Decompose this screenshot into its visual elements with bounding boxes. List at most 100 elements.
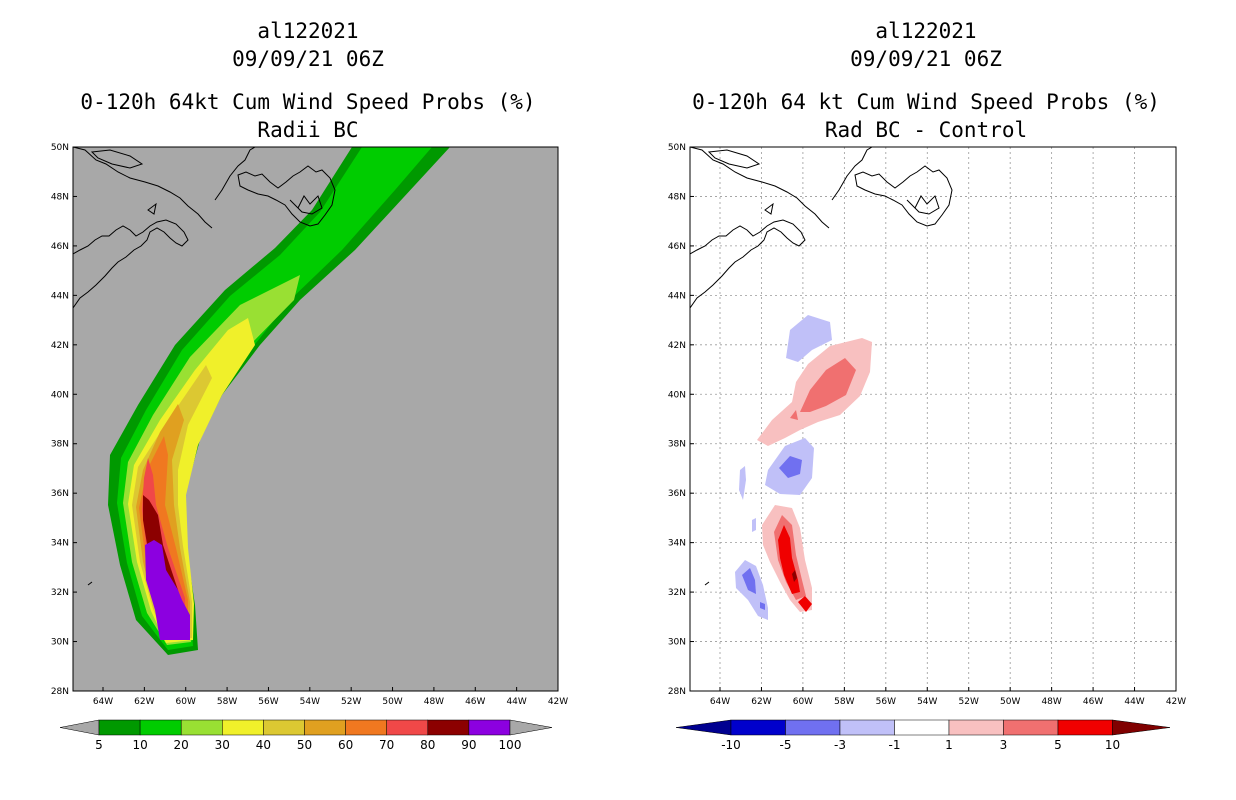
left-title: 0-120h 64kt Cum Wind Speed Probs (%) [80, 90, 535, 114]
left-map-frame [72, 146, 559, 692]
lat-label: 30N [668, 638, 686, 648]
colorbar-label: 70 [379, 738, 394, 752]
colorbar-swatch [1003, 719, 1059, 736]
colorbar-label: -10 [721, 738, 741, 752]
diff-negative-core [779, 456, 802, 478]
diff-positive-core [800, 358, 856, 412]
colorbar-swatch [785, 719, 841, 736]
lon-label: 48W [1041, 697, 1061, 707]
lon-label: 58W [834, 697, 854, 707]
lon-label: 58W [217, 697, 237, 707]
lon-label: 60W [793, 697, 813, 707]
right-coastline [690, 147, 953, 586]
lon-label: 50W [1000, 697, 1020, 707]
lat-label: 48N [668, 192, 686, 202]
lon-label: 46W [1083, 697, 1103, 707]
colorbar-swatch [948, 719, 1004, 736]
right-gridlines [690, 147, 1176, 691]
left-coastline [73, 147, 336, 586]
lat-label: 38N [668, 440, 686, 450]
colorbar-label: 1 [945, 738, 953, 752]
colorbar-label: 10 [1105, 738, 1120, 752]
lat-label: 44N [51, 291, 69, 301]
right-storm-id: al122021 [875, 19, 976, 43]
right-datetime: 09/09/21 06Z [850, 47, 1002, 71]
right-title: 0-120h 64 kt Cum Wind Speed Probs (%) [692, 90, 1160, 114]
lon-label: 44W [506, 697, 526, 707]
colorbar-swatch [263, 719, 305, 736]
diff-negative-core [760, 602, 765, 610]
right-colorbar: -10 -5 -3 -1 1 3 5 10 [675, 719, 1171, 752]
right-difference-field [735, 315, 872, 620]
lat-label: 28N [51, 687, 69, 697]
left-colorbar: 5 10 20 30 40 50 60 70 80 90 100 [59, 719, 553, 752]
left-probability-swath [108, 147, 450, 655]
colorbar-swatch [730, 719, 786, 736]
colorbar-high-arrow [1112, 719, 1171, 736]
colorbar-label: 30 [215, 738, 230, 752]
colorbar-swatch [139, 719, 182, 736]
colorbar-label: 90 [461, 738, 476, 752]
lon-label: 62W [134, 697, 154, 707]
colorbar-swatch [386, 719, 429, 736]
colorbar-swatch [304, 719, 346, 736]
colorbar-swatch [427, 719, 470, 736]
lat-label: 48N [51, 192, 69, 202]
colorbar-low-arrow [59, 719, 100, 736]
colorbar-label: -3 [834, 738, 846, 752]
lat-label: 46N [668, 242, 686, 252]
lon-label: 60W [176, 697, 196, 707]
lat-label: 50N [668, 143, 686, 153]
colorbar-swatch [839, 719, 895, 736]
colorbar-swatch [98, 719, 141, 736]
colorbar-swatch [345, 719, 387, 736]
colorbar-label: 100 [499, 738, 522, 752]
left-panel: al122021 09/09/21 06Z 0-120h 64kt Cum Wi… [51, 19, 568, 752]
lat-label: 44N [668, 291, 686, 301]
lon-label: 64W [93, 697, 113, 707]
right-map-background [690, 147, 1176, 691]
lat-label: 40N [668, 390, 686, 400]
right-axis-ticks [690, 146, 1177, 692]
lat-label: 46N [51, 242, 69, 252]
lon-label: 52W [341, 697, 361, 707]
colorbar-label: 80 [420, 738, 435, 752]
colorbar-high-arrow [509, 719, 553, 736]
lon-label: 48W [424, 697, 444, 707]
lon-label: 44W [1124, 697, 1144, 707]
right-panel: al122021 09/09/21 06Z 0-120h 64 kt Cum W… [668, 19, 1186, 752]
right-map-frame [689, 146, 1177, 692]
lat-label: 28N [668, 687, 686, 697]
lon-label: 46W [465, 697, 485, 707]
colorbar-swatch [222, 719, 264, 736]
right-lat-labels: 50N 48N 46N 44N 42N 40N 38N 36N 34N 32N 30N 28N [668, 143, 686, 697]
lat-label: 32N [51, 588, 69, 598]
lat-label: 34N [51, 539, 69, 549]
lon-label: 42W [1166, 697, 1186, 707]
lat-label: 36N [668, 489, 686, 499]
colorbar-label: 10 [132, 738, 147, 752]
colorbar-label: 20 [174, 738, 189, 752]
colorbar-label: -5 [780, 738, 792, 752]
diff-negative-area [739, 466, 746, 500]
lon-label: 54W [917, 697, 937, 707]
lat-label: 32N [668, 588, 686, 598]
diff-negative-core [742, 568, 756, 594]
right-lon-labels: 64W 62W 60W 58W 56W 54W 52W 50W 48W 46W 44W 42W [710, 697, 1186, 707]
colorbar-swatch [180, 719, 223, 736]
lat-label: 40N [51, 390, 69, 400]
lat-label: 36N [51, 489, 69, 499]
right-subtitle: Rad BC - Control [825, 118, 1027, 142]
colorbar-swatch [468, 719, 511, 736]
left-datetime: 09/09/21 06Z [232, 47, 384, 71]
diff-negative-area [786, 315, 832, 362]
left-storm-id: al122021 [257, 19, 358, 43]
left-axis-ticks [73, 146, 559, 692]
left-lon-labels: 64W 62W 60W 58W 56W 54W 52W 50W 48W 46W 44W 42W [93, 697, 568, 707]
lat-label: 42N [51, 341, 69, 351]
lon-label: 64W [710, 697, 730, 707]
lon-label: 62W [751, 697, 771, 707]
lon-label: 50W [382, 697, 402, 707]
lon-label: 56W [876, 697, 896, 707]
